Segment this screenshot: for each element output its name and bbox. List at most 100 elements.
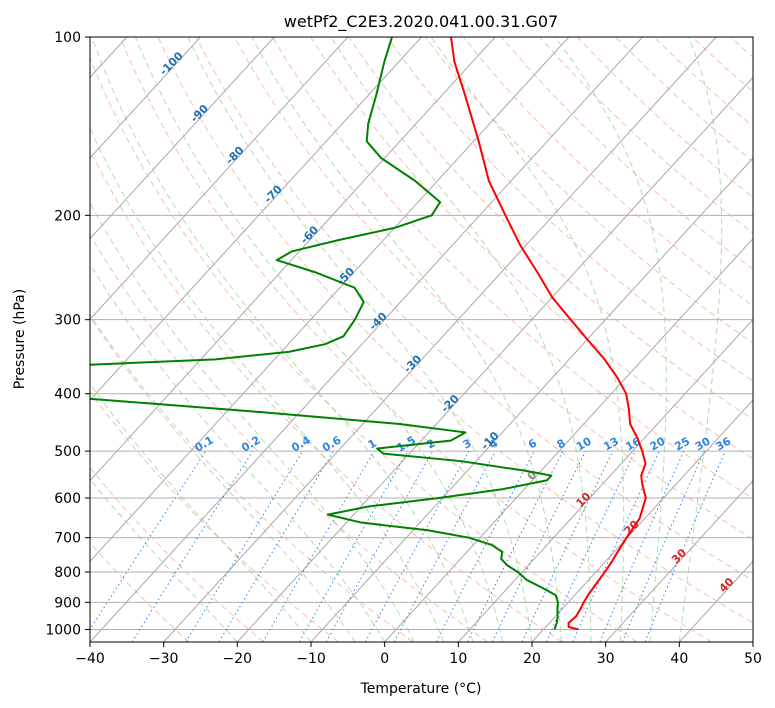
mixing-ratio-line (185, 450, 304, 642)
y-tick-label: 900 (54, 595, 81, 611)
temperature-line (449, 37, 647, 631)
mixing-ratio-label: 3 (461, 437, 474, 452)
dry-adiabat (615, 37, 753, 163)
x-tick-label: −40 (75, 651, 105, 667)
isotherm--60 (90, 37, 496, 482)
dry-adiabat-label: -20 (439, 392, 462, 415)
moist-adiabat (678, 37, 723, 642)
dry-adiabat (310, 37, 753, 460)
dry-adiabat (386, 37, 753, 382)
dry-adiabat-label: -70 (262, 182, 285, 205)
dry-adiabat (348, 37, 753, 421)
mixing-ratio-line (491, 450, 587, 642)
moist-adiabat (90, 201, 415, 642)
mixing-ratio-line (90, 450, 207, 631)
dry-adiabat (157, 37, 753, 624)
x-tick-label: 40 (670, 651, 688, 667)
isotherm--20 (236, 76, 753, 642)
dry-adiabat (90, 57, 638, 642)
y-tick-label: 200 (54, 208, 81, 224)
x-tick-label: 0 (380, 651, 389, 667)
y-tick-label: 1000 (45, 622, 81, 638)
x-tick-label: −30 (149, 651, 179, 667)
isotherm--30 (163, 37, 717, 642)
isotherm--40 (90, 37, 643, 642)
x-axis-ticks: −40 −30 −20 −10 0 10 20 30 40 50 (75, 642, 762, 667)
y-axis-ticks: 1000 900 800 700 600 500 400 300 200 100 (45, 30, 90, 638)
x-tick-label: 50 (744, 651, 762, 667)
mixing-ratio-line (521, 450, 614, 642)
dry-adiabat (90, 233, 488, 642)
isotherm--50 (90, 37, 570, 563)
dry-adiabat (90, 149, 563, 642)
dewpoint-line (90, 37, 559, 630)
mixing-ratio-label: 6 (526, 436, 539, 451)
plot-frame (89, 36, 754, 643)
dry-adiabat-label: -100 (157, 49, 186, 78)
moist-adiabat (187, 37, 533, 642)
isotherm--100 (90, 37, 201, 159)
moist-adiabat (90, 383, 312, 642)
mixing-ratio-line (644, 450, 726, 642)
moist-adiabat (90, 315, 356, 642)
x-tick-label: −10 (296, 651, 326, 667)
dry-adiabat-label: -40 (366, 310, 389, 333)
y-tick-label: 300 (54, 313, 81, 329)
moist-adiabat (91, 37, 474, 642)
mixing-ratio-line (262, 450, 375, 642)
y-tick-label: 600 (54, 491, 81, 507)
x-tick-label: 20 (523, 651, 541, 667)
moist-adiabat (251, 37, 562, 642)
mixing-ratio-line (393, 450, 496, 642)
isotherm--70 (90, 37, 422, 401)
x-tick-label: 10 (449, 651, 467, 667)
dry-adiabat-label: 10 (573, 490, 593, 510)
isotherm-10 (457, 318, 753, 642)
moist-adiabat (134, 37, 504, 642)
dry-adiabat (272, 37, 753, 500)
background-lines (90, 37, 753, 642)
mixing-ratio-line (572, 450, 660, 642)
dry-adiabat (90, 542, 190, 642)
dry-adiabat-label: 40 (717, 575, 737, 595)
dry-adiabat (119, 37, 712, 642)
x-axis-label: Temperature (°C) (360, 681, 482, 697)
mixing-ratio-line (218, 450, 334, 642)
moist-adiabat (430, 37, 625, 642)
dry-adiabat (233, 37, 753, 540)
moist-adiabat (90, 263, 386, 642)
y-tick-label: 700 (54, 531, 81, 547)
mixing-ratio-line (545, 450, 636, 642)
mixing-ratio-line (621, 450, 705, 642)
isotherm-20 (531, 399, 753, 642)
mixing-ratio-line (131, 450, 254, 642)
y-axis-label: Pressure (hPa) (12, 289, 28, 389)
isotherm--80 (90, 37, 349, 321)
dry-adiabat (424, 37, 753, 344)
dry-adiabat (90, 391, 339, 642)
dry-adiabat-label: 30 (669, 546, 689, 566)
dry-adiabat (653, 37, 753, 128)
chart-title: wetPf2_C2E3.2020.041.00.31.G07 (284, 12, 558, 32)
moist-adiabat (554, 37, 667, 642)
y-tick-label: 400 (54, 387, 81, 403)
dry-adiabat (90, 466, 264, 642)
x-tick-label: 30 (597, 651, 615, 667)
y-tick-label: 100 (54, 30, 81, 46)
dry-adiabat-label: -10 (478, 429, 501, 452)
y-tick-label: 500 (54, 444, 81, 460)
dry-adiabat-label: -90 (188, 102, 211, 125)
isotherm-50 (752, 641, 753, 642)
isotherm--90 (90, 37, 275, 240)
dry-adiabat-label: -80 (223, 144, 246, 167)
mixing-ratio-line (364, 450, 470, 642)
moist-adiabat (330, 37, 592, 642)
x-tick-label: −20 (223, 651, 253, 667)
isotherm-30 (605, 479, 753, 642)
dry-adiabat (195, 37, 753, 582)
moist-adiabat (90, 478, 238, 642)
dry-adiabat-label: -30 (401, 352, 424, 375)
sounding-profiles (90, 37, 647, 631)
moist-adiabat (90, 127, 445, 642)
